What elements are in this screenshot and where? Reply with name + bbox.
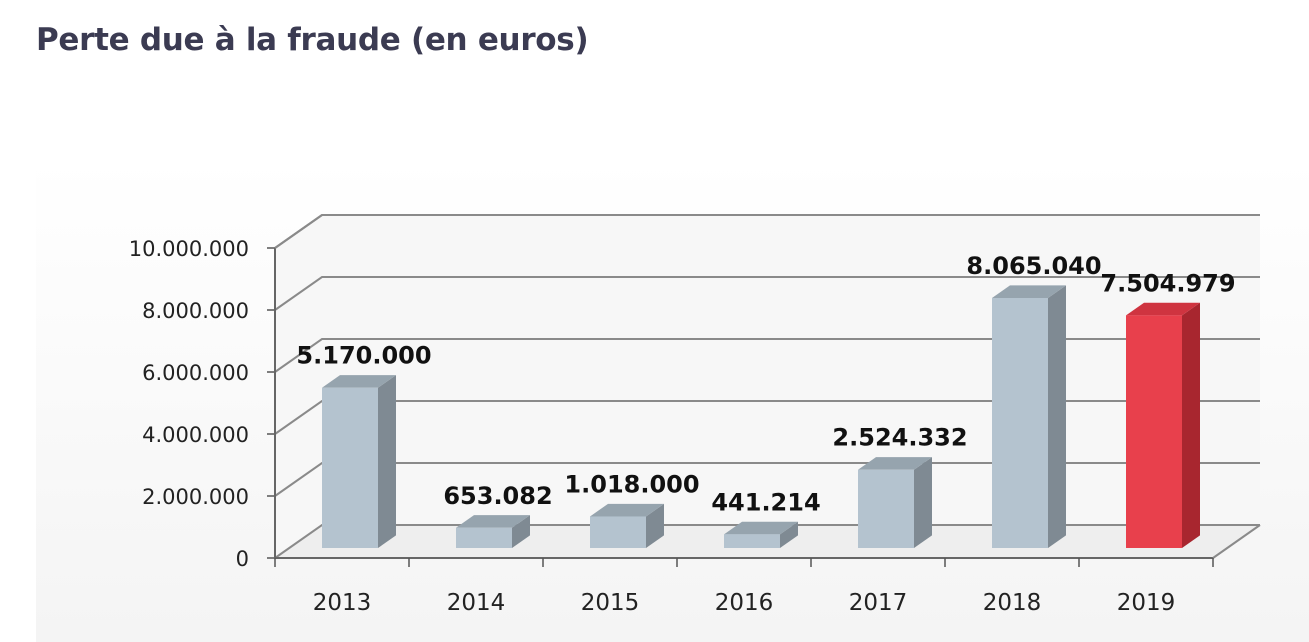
bar-2015 bbox=[590, 503, 664, 548]
bar-front bbox=[322, 387, 378, 548]
data-label-2017: 2.524.332 bbox=[832, 424, 967, 452]
data-label-2019: 7.504.979 bbox=[1100, 269, 1235, 297]
x-tick-label: 2013 bbox=[313, 590, 372, 616]
bar-side bbox=[646, 503, 664, 548]
gridline bbox=[274, 338, 1260, 373]
y-tick-label: 10.000.000 bbox=[129, 237, 249, 261]
bar-front bbox=[590, 516, 646, 548]
bar-2018 bbox=[992, 285, 1066, 548]
bar-2014 bbox=[456, 515, 530, 548]
data-label-2014: 653.082 bbox=[443, 482, 552, 510]
bar-2016 bbox=[724, 521, 798, 548]
y-tick-label: 0 bbox=[236, 547, 249, 571]
bar-2013 bbox=[322, 375, 396, 548]
wall-left-top-edge bbox=[274, 214, 323, 249]
bar-side bbox=[378, 375, 396, 548]
y-tick-label: 8.000.000 bbox=[142, 299, 249, 323]
data-label-2018: 8.065.040 bbox=[966, 252, 1101, 280]
bar-top bbox=[858, 457, 932, 470]
bar-front bbox=[858, 469, 914, 548]
bar-top bbox=[456, 515, 530, 528]
floor-right-edge bbox=[1212, 524, 1261, 559]
data-label-2015: 1.018.000 bbox=[564, 470, 699, 498]
bar-side bbox=[1182, 302, 1200, 548]
bar-top bbox=[992, 285, 1066, 298]
y-tick-label: 6.000.000 bbox=[142, 361, 249, 385]
x-tick-label: 2016 bbox=[715, 590, 774, 616]
data-label-2013: 5.170.000 bbox=[296, 342, 431, 370]
y-tick-label: 4.000.000 bbox=[142, 423, 249, 447]
x-tick-label: 2019 bbox=[1117, 590, 1176, 616]
gridline bbox=[274, 276, 1260, 311]
y-tick-label: 2.000.000 bbox=[142, 485, 249, 509]
page-title: Perte due à la fraude (en euros) bbox=[36, 22, 589, 58]
bar-side bbox=[914, 457, 932, 548]
bar-2017 bbox=[858, 457, 932, 548]
data-label-2016: 441.214 bbox=[711, 488, 820, 516]
bar-side bbox=[1048, 285, 1066, 548]
bar-side bbox=[780, 521, 798, 548]
x-tick-label: 2014 bbox=[447, 590, 506, 616]
bar-top bbox=[724, 521, 798, 535]
x-tick-label: 2017 bbox=[849, 590, 908, 616]
bar-front bbox=[992, 297, 1048, 548]
bar-top bbox=[1126, 302, 1200, 316]
bar-2019 bbox=[1126, 302, 1200, 548]
bar-side bbox=[512, 515, 530, 548]
bar-front bbox=[1126, 315, 1182, 548]
bar-front bbox=[456, 527, 512, 548]
bar-top bbox=[590, 503, 664, 517]
x-tick-label: 2018 bbox=[983, 590, 1042, 616]
bar-front bbox=[724, 534, 780, 548]
bar-top bbox=[322, 375, 396, 388]
x-tick-label: 2015 bbox=[581, 590, 640, 616]
